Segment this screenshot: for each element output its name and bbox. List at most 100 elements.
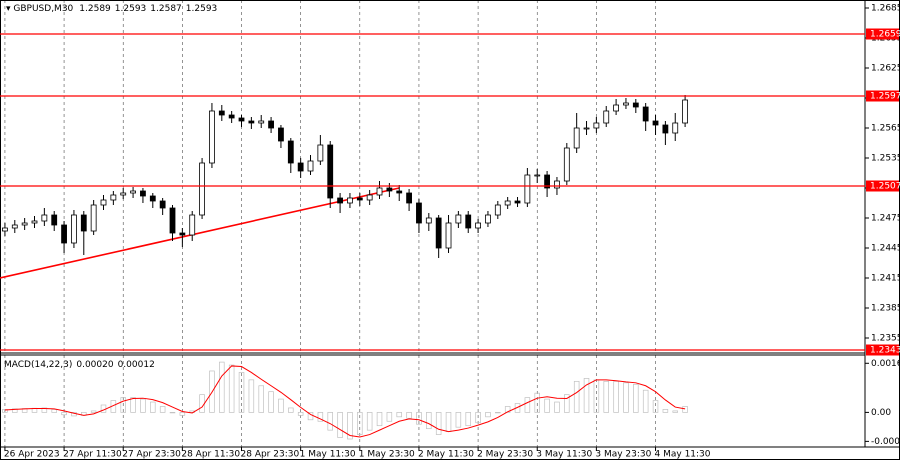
- macd-bar: [337, 412, 343, 438]
- x-tick-label: 26 Apr 2023: [4, 450, 60, 460]
- signal-line: [4, 365, 686, 438]
- macd-bar: [672, 410, 678, 413]
- candle-body: [563, 147, 570, 182]
- macd-bar: [642, 389, 649, 413]
- symbol: GBPUSD,M30: [13, 4, 73, 14]
- candle-body: [386, 187, 393, 192]
- macd-bar: [662, 409, 669, 413]
- macd-bar: [51, 409, 57, 413]
- y-tick-label: 1.2475: [871, 214, 900, 224]
- candle-body: [573, 127, 580, 149]
- trendline: [0, 187, 400, 279]
- candle-body: [672, 122, 679, 134]
- candle-body: [406, 192, 412, 204]
- macd-bar: [613, 380, 619, 413]
- macd-bar: [623, 382, 629, 413]
- candle-body: [583, 127, 590, 130]
- candle-body: [31, 220, 38, 224]
- level-label: 1.2597: [870, 92, 900, 102]
- level-label: 1.2343: [870, 346, 900, 356]
- candle-body: [199, 162, 205, 216]
- candle-body: [613, 104, 619, 112]
- macd-bar: [573, 380, 580, 413]
- candle-body: [416, 202, 422, 224]
- quote: 1.2593: [186, 4, 218, 14]
- candle-body: [662, 124, 669, 134]
- candle-body: [396, 190, 403, 194]
- level-label: 1.2507: [870, 182, 900, 192]
- candle-body: [90, 204, 97, 232]
- macd-bar: [219, 361, 225, 413]
- x-tick-label: 2 May 11:30: [418, 450, 474, 460]
- candle-body: [524, 174, 531, 204]
- candle-body: [41, 214, 48, 222]
- macd-bar: [406, 412, 412, 419]
- quote: 1.2589: [79, 4, 111, 14]
- x-tick-label: 1 May 11:30: [300, 450, 356, 460]
- macd-bar: [426, 412, 432, 430]
- level-tag: [866, 180, 899, 192]
- candle-body: [307, 160, 314, 172]
- macd-bar: [209, 370, 215, 413]
- macd-bar: [61, 412, 67, 416]
- macd-bar: [652, 400, 659, 413]
- candle-body: [140, 190, 146, 197]
- candle-body: [159, 200, 166, 209]
- macd-bar: [130, 397, 136, 413]
- x-tick-label: 1 May 23:30: [359, 450, 415, 460]
- candle-body: [11, 224, 18, 229]
- macd-bar: [278, 398, 284, 413]
- candle-body: [554, 180, 560, 189]
- candle-body: [642, 106, 649, 122]
- macd-bar: [258, 385, 264, 413]
- candle-body: [682, 99, 688, 124]
- macd-bar: [248, 379, 255, 413]
- level-tag: [866, 90, 899, 102]
- macd-bar: [169, 412, 176, 414]
- candle-body: [603, 110, 610, 124]
- macd-bar: [396, 412, 402, 418]
- x-tick-label: 2 May 23:30: [477, 450, 533, 460]
- symbol-header: ▾ GBPUSD,M30 1.2589 1.2593 1.2587 1.2593: [6, 4, 217, 14]
- menu-icon: ▾: [6, 4, 13, 14]
- candle-body: [80, 214, 87, 232]
- macd-bar: [357, 412, 363, 435]
- macd-bar: [465, 412, 471, 427]
- y-tick-label: 1.2625: [871, 64, 900, 74]
- macd-bar: [179, 412, 186, 416]
- candle-body: [435, 217, 442, 249]
- macd-bar: [297, 412, 304, 416]
- indicator-value: 0.00012: [118, 360, 155, 370]
- candle-body: [465, 214, 472, 229]
- candle-body: [228, 114, 235, 119]
- candle-body: [593, 122, 600, 129]
- y-tick-label: 1.2385: [871, 304, 900, 314]
- macd-bar: [682, 406, 688, 413]
- level-tag: [866, 344, 899, 356]
- macd-bar: [504, 406, 511, 413]
- candle-body: [297, 162, 304, 172]
- x-tick-label: 4 May 11:30: [655, 450, 711, 460]
- macd-bar: [327, 412, 333, 431]
- macd-bar: [583, 378, 590, 413]
- x-tick-label: 28 Apr 11:30: [181, 450, 240, 460]
- candle-body: [534, 174, 541, 177]
- macd-bar: [554, 401, 560, 413]
- candle-body: [2, 227, 8, 232]
- y-tick-label: 1.2355: [871, 334, 900, 344]
- candle-body: [425, 217, 432, 224]
- level-tag: [866, 28, 899, 40]
- candle-body: [238, 117, 245, 122]
- macd-bar: [524, 397, 531, 413]
- quote: 1.2587: [150, 4, 182, 14]
- candle-body: [278, 127, 284, 142]
- macd-bar: [2, 409, 8, 413]
- macd-bar: [386, 412, 393, 422]
- candle-body: [169, 207, 176, 234]
- x-tick-label: 3 May 11:30: [536, 450, 592, 460]
- candle-body: [494, 204, 501, 216]
- x-tick-label: 3 May 23:30: [595, 450, 651, 460]
- macd-bar: [12, 408, 18, 413]
- candle-body: [218, 110, 225, 116]
- candle-body: [514, 200, 521, 204]
